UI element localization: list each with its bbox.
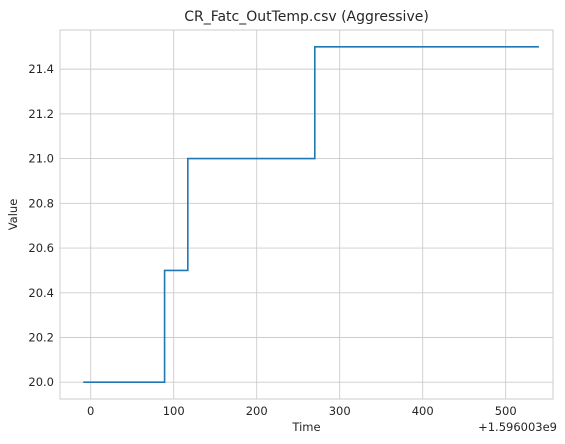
y-tick-label: 21.2 [28, 107, 54, 121]
y-tick-label: 21.4 [28, 62, 54, 76]
x-tick-label: 200 [246, 404, 268, 418]
x-tick-label: 300 [329, 404, 351, 418]
plot-frame [59, 29, 554, 400]
series-layer [83, 45, 539, 384]
y-tick-label: 20.4 [28, 286, 54, 300]
x-tick-labels: 0 100 200 300 400 500 [87, 404, 517, 418]
x-tick-label: 0 [87, 404, 94, 418]
x-tick-label: 400 [412, 404, 434, 418]
y-axis-label: Value [6, 199, 20, 231]
chart-title: CR_Fatc_OutTemp.csv (Aggressive) [184, 9, 429, 25]
y-tick-label: 20.6 [28, 241, 54, 255]
x-tick-label: 100 [163, 404, 185, 418]
x-axis-offset-label: +1.596003e9 [478, 420, 557, 434]
x-axis-label: Time [291, 420, 320, 434]
y-tick-label: 21.0 [28, 152, 54, 166]
y-tick-label: 20.8 [28, 196, 54, 210]
y-tick-label: 20.0 [28, 375, 54, 389]
grid-lines [60, 30, 553, 399]
y-tick-labels: 20.0 20.2 20.4 20.6 20.8 21.0 21.2 21.4 [28, 62, 54, 389]
series-line [83, 45, 539, 384]
x-tick-label: 500 [495, 404, 517, 418]
y-tick-label: 20.2 [28, 331, 54, 345]
